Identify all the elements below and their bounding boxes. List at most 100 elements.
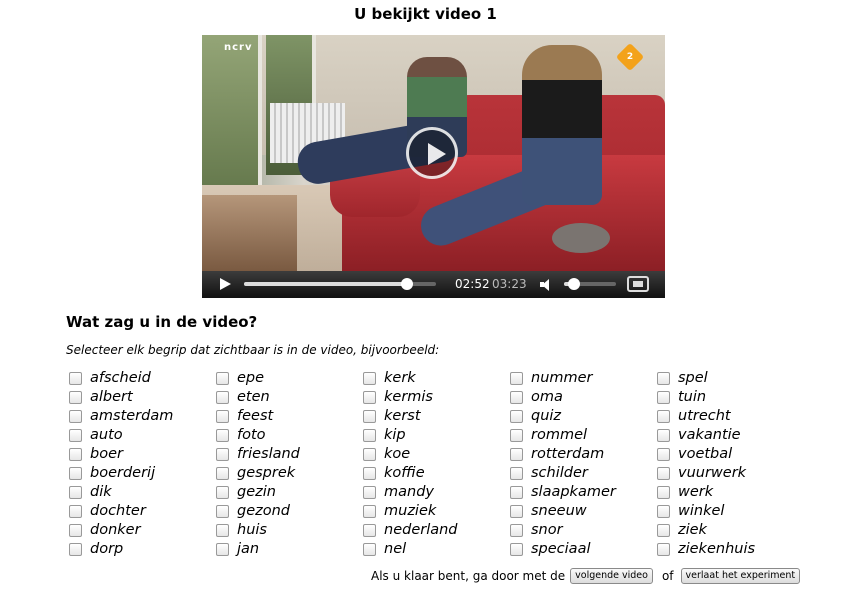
video-frame[interactable]: ncrv 2 — [202, 35, 665, 271]
option-checkbox[interactable] — [657, 486, 670, 499]
option-item[interactable]: boer — [69, 445, 173, 464]
seek-handle[interactable] — [400, 278, 413, 290]
option-item[interactable]: jan — [216, 540, 300, 559]
option-item[interactable]: rotterdam — [510, 445, 616, 464]
option-item[interactable]: kerst — [363, 407, 458, 426]
option-checkbox[interactable] — [363, 429, 376, 442]
option-item[interactable]: spel — [657, 369, 755, 388]
option-item[interactable]: ziek — [657, 521, 755, 540]
option-checkbox[interactable] — [657, 505, 670, 518]
option-item[interactable]: speciaal — [510, 540, 616, 559]
option-checkbox[interactable] — [510, 524, 523, 537]
option-checkbox[interactable] — [363, 448, 376, 461]
option-checkbox[interactable] — [216, 467, 229, 480]
option-item[interactable]: gesprek — [216, 464, 300, 483]
option-checkbox[interactable] — [510, 467, 523, 480]
option-item[interactable]: koe — [363, 445, 458, 464]
option-checkbox[interactable] — [69, 410, 82, 423]
option-checkbox[interactable] — [363, 543, 376, 556]
option-checkbox[interactable] — [363, 372, 376, 385]
option-item[interactable]: voetbal — [657, 445, 755, 464]
option-item[interactable]: gezin — [216, 483, 300, 502]
option-item[interactable]: sneeuw — [510, 502, 616, 521]
option-item[interactable]: snor — [510, 521, 616, 540]
option-checkbox[interactable] — [657, 467, 670, 480]
option-checkbox[interactable] — [69, 467, 82, 480]
option-checkbox[interactable] — [363, 391, 376, 404]
option-item[interactable]: donker — [69, 521, 173, 540]
option-checkbox[interactable] — [69, 391, 82, 404]
leave-experiment-button[interactable]: verlaat het experiment — [680, 568, 801, 584]
option-item[interactable]: auto — [69, 426, 173, 445]
play-icon[interactable] — [218, 277, 232, 291]
option-checkbox[interactable] — [510, 391, 523, 404]
option-item[interactable]: vakantie — [657, 426, 755, 445]
option-checkbox[interactable] — [363, 505, 376, 518]
option-checkbox[interactable] — [216, 391, 229, 404]
option-item[interactable]: huis — [216, 521, 300, 540]
option-checkbox[interactable] — [363, 467, 376, 480]
option-item[interactable]: oma — [510, 388, 616, 407]
seek-bar[interactable] — [244, 278, 436, 290]
option-item[interactable]: slaapkamer — [510, 483, 616, 502]
option-item[interactable]: boerderij — [69, 464, 173, 483]
option-item[interactable]: quiz — [510, 407, 616, 426]
volume-slider[interactable] — [564, 278, 616, 290]
option-item[interactable]: gezond — [216, 502, 300, 521]
option-checkbox[interactable] — [510, 410, 523, 423]
option-checkbox[interactable] — [216, 505, 229, 518]
option-item[interactable]: ziekenhuis — [657, 540, 755, 559]
option-checkbox[interactable] — [216, 448, 229, 461]
option-item[interactable]: nederland — [363, 521, 458, 540]
option-checkbox[interactable] — [510, 372, 523, 385]
option-item[interactable]: dorp — [69, 540, 173, 559]
option-item[interactable]: epe — [216, 369, 300, 388]
option-item[interactable]: utrecht — [657, 407, 755, 426]
option-checkbox[interactable] — [216, 524, 229, 537]
fullscreen-icon[interactable] — [627, 276, 649, 292]
option-checkbox[interactable] — [216, 410, 229, 423]
option-checkbox[interactable] — [216, 429, 229, 442]
option-checkbox[interactable] — [363, 524, 376, 537]
option-item[interactable]: nummer — [510, 369, 616, 388]
option-item[interactable]: amsterdam — [69, 407, 173, 426]
option-item[interactable]: afscheid — [69, 369, 173, 388]
option-item[interactable]: friesland — [216, 445, 300, 464]
option-checkbox[interactable] — [510, 486, 523, 499]
option-checkbox[interactable] — [510, 505, 523, 518]
option-item[interactable]: koffie — [363, 464, 458, 483]
option-checkbox[interactable] — [216, 486, 229, 499]
play-overlay-icon[interactable] — [406, 127, 458, 179]
option-item[interactable]: muziek — [363, 502, 458, 521]
option-checkbox[interactable] — [69, 429, 82, 442]
option-checkbox[interactable] — [657, 410, 670, 423]
option-checkbox[interactable] — [657, 429, 670, 442]
option-item[interactable]: schilder — [510, 464, 616, 483]
option-item[interactable]: albert — [69, 388, 173, 407]
option-checkbox[interactable] — [69, 524, 82, 537]
option-item[interactable]: nel — [363, 540, 458, 559]
option-item[interactable]: winkel — [657, 502, 755, 521]
option-checkbox[interactable] — [363, 486, 376, 499]
option-checkbox[interactable] — [657, 372, 670, 385]
option-checkbox[interactable] — [657, 448, 670, 461]
option-checkbox[interactable] — [657, 524, 670, 537]
option-checkbox[interactable] — [657, 391, 670, 404]
option-item[interactable]: mandy — [363, 483, 458, 502]
option-item[interactable]: dochter — [69, 502, 173, 521]
option-checkbox[interactable] — [510, 429, 523, 442]
option-checkbox[interactable] — [510, 448, 523, 461]
volume-icon[interactable] — [540, 278, 554, 292]
option-item[interactable]: werk — [657, 483, 755, 502]
option-item[interactable]: feest — [216, 407, 300, 426]
option-item[interactable]: dik — [69, 483, 173, 502]
option-item[interactable]: foto — [216, 426, 300, 445]
option-item[interactable]: rommel — [510, 426, 616, 445]
option-item[interactable]: tuin — [657, 388, 755, 407]
volume-handle[interactable] — [568, 278, 581, 290]
option-checkbox[interactable] — [657, 543, 670, 556]
option-item[interactable]: eten — [216, 388, 300, 407]
option-checkbox[interactable] — [69, 486, 82, 499]
option-checkbox[interactable] — [69, 448, 82, 461]
option-item[interactable]: vuurwerk — [657, 464, 755, 483]
